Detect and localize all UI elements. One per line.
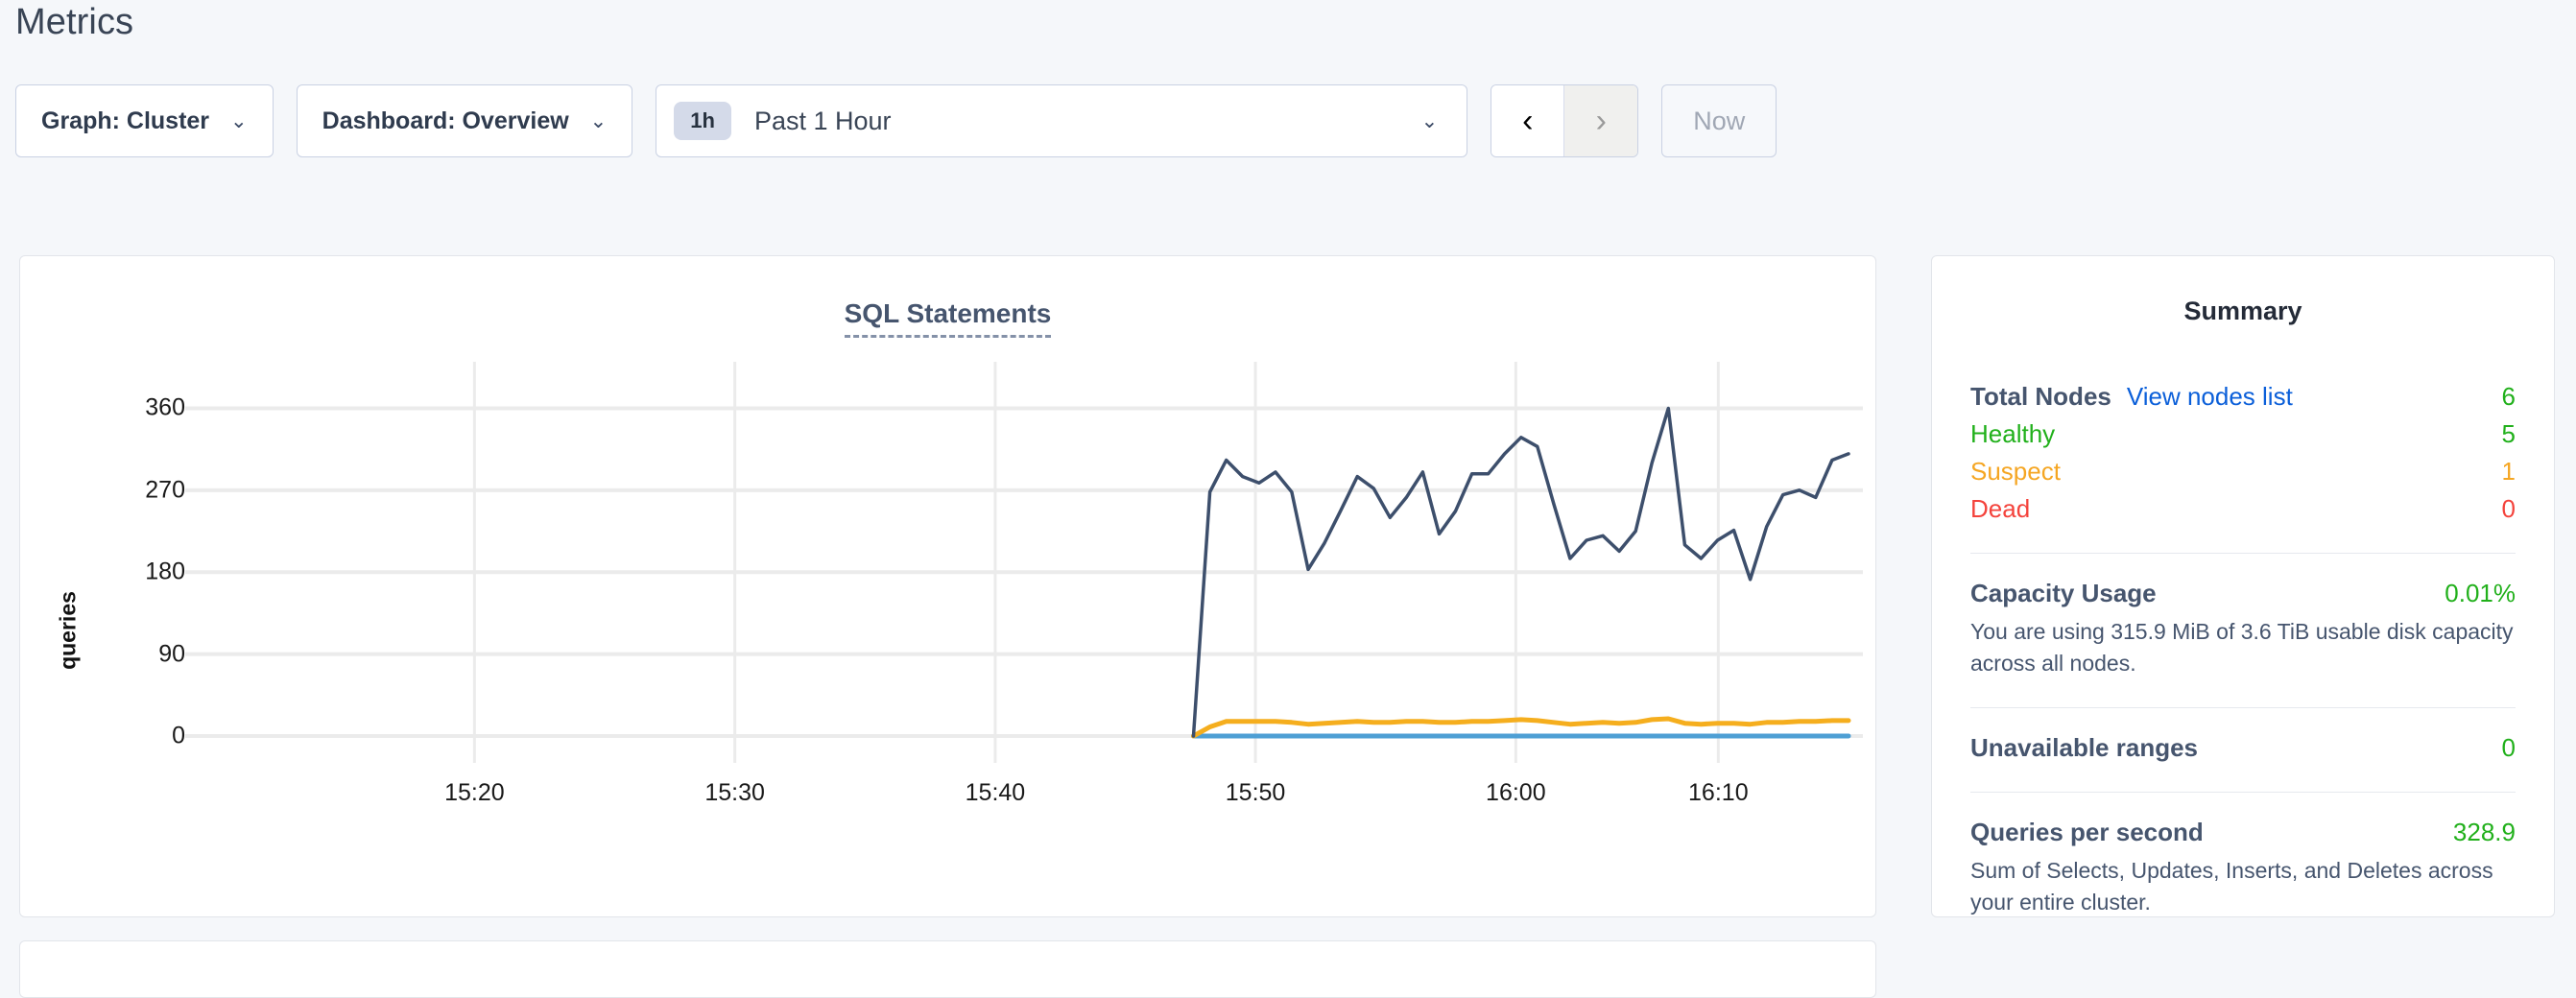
suspect-value: 1 (2501, 457, 2516, 486)
chevron-down-icon: ⌄ (589, 109, 608, 132)
time-range-badge: 1h (674, 102, 731, 140)
graph-selector-label: Graph: Cluster (41, 107, 210, 134)
y-axis-tick-label: 270 (145, 476, 185, 504)
time-range-label: Past 1 Hour (753, 106, 892, 135)
dead-value: 0 (2501, 494, 2516, 523)
summary-row-qps: Queries per second 328.9 (1970, 818, 2516, 847)
unavailable-ranges-value: 0 (2501, 733, 2516, 763)
chart-title-text: SQL Statements (844, 298, 1052, 338)
capacity-usage-description: You are using 315.9 MiB of 3.6 TiB usabl… (1970, 619, 2514, 676)
chart-plot-area[interactable]: queries 0 90 180 270 360 15:20 15:30 15:40 15:5… (20, 343, 1877, 918)
summary-row-total-nodes: Total Nodes View nodes list 6 (1970, 382, 2516, 412)
unavailable-ranges-label: Unavailable ranges (1970, 733, 2198, 763)
chevron-left-icon: ‹ (1522, 102, 1534, 139)
summary-row-capacity: Capacity Usage 0.01% (1970, 579, 2516, 608)
divider (1970, 792, 2516, 794)
summary-row-dead: Dead 0 (1970, 494, 2516, 524)
y-axis-ticks: 0 90 180 270 360 (78, 343, 185, 918)
total-nodes-value: 6 (2501, 382, 2516, 411)
dashboard-selector[interactable]: Dashboard: Overview ⌄ (296, 84, 633, 157)
x-axis-tick-label: 16:10 (1688, 779, 1749, 806)
y-axis-tick-label: 180 (145, 558, 185, 585)
dashboard-selector-label: Dashboard: Overview (322, 107, 569, 134)
now-button[interactable]: Now (1661, 84, 1777, 157)
previous-range-button[interactable]: ‹ (1491, 85, 1565, 156)
chevron-right-icon: › (1595, 102, 1607, 139)
chevron-down-icon: ⌄ (1420, 109, 1439, 132)
divider (1970, 553, 2516, 554)
summary-body: Total Nodes View nodes list 6 Healthy 5 … (1932, 382, 2554, 918)
y-axis-tick-label: 90 (158, 640, 185, 668)
queries-per-second-label: Queries per second (1970, 818, 2204, 847)
view-nodes-list-link[interactable]: View nodes list (2126, 382, 2293, 411)
total-nodes-label: Total Nodes (1970, 382, 2111, 411)
chevron-down-icon: ⌄ (230, 109, 248, 132)
healthy-value: 5 (2501, 419, 2516, 448)
toolbar: Graph: Cluster ⌄ Dashboard: Overview ⌄ 1… (15, 84, 1777, 157)
suspect-label: Suspect (1970, 457, 2061, 486)
chart-svg (185, 362, 1863, 763)
capacity-usage-value: 0.01% (2445, 579, 2516, 607)
summary-row-unavailable-ranges: Unavailable ranges 0 (1970, 733, 2516, 763)
chart-title: SQL Statements (20, 298, 1875, 338)
divider (1970, 707, 2516, 709)
summary-title: Summary (2183, 297, 2302, 325)
time-range-picker[interactable]: 1h Past 1 Hour ⌄ (656, 84, 1468, 157)
x-axis-tick-label: 15:40 (965, 779, 1026, 806)
next-chart-card (19, 940, 1876, 998)
summary-row-healthy: Healthy 5 (1970, 419, 2516, 449)
graph-selector[interactable]: Graph: Cluster ⌄ (15, 84, 274, 157)
time-nav-group: ‹ › (1491, 84, 1639, 157)
capacity-usage-label: Capacity Usage (1970, 579, 2157, 607)
x-axis-tick-label: 15:50 (1225, 779, 1286, 806)
next-range-button[interactable]: › (1564, 85, 1638, 156)
page-title: Metrics (15, 2, 134, 42)
y-axis-tick-label: 360 (145, 393, 185, 421)
sql-statements-chart-card: SQL Statements queries 0 90 180 270 360 15:2… (19, 255, 1876, 917)
healthy-label: Healthy (1970, 419, 2056, 448)
x-axis-tick-label: 15:20 (444, 779, 505, 806)
summary-row-suspect: Suspect 1 (1970, 457, 2516, 487)
queries-per-second-value: 328.9 (2452, 818, 2516, 847)
queries-per-second-description: Sum of Selects, Updates, Inserts, and De… (1970, 858, 2493, 915)
x-axis-tick-label: 15:30 (704, 779, 765, 806)
dead-label: Dead (1970, 494, 2031, 523)
x-axis-tick-label: 16:00 (1486, 779, 1546, 806)
y-axis-tick-label: 0 (172, 722, 185, 749)
summary-card: Summary Total Nodes View nodes list 6 He… (1931, 255, 2555, 917)
